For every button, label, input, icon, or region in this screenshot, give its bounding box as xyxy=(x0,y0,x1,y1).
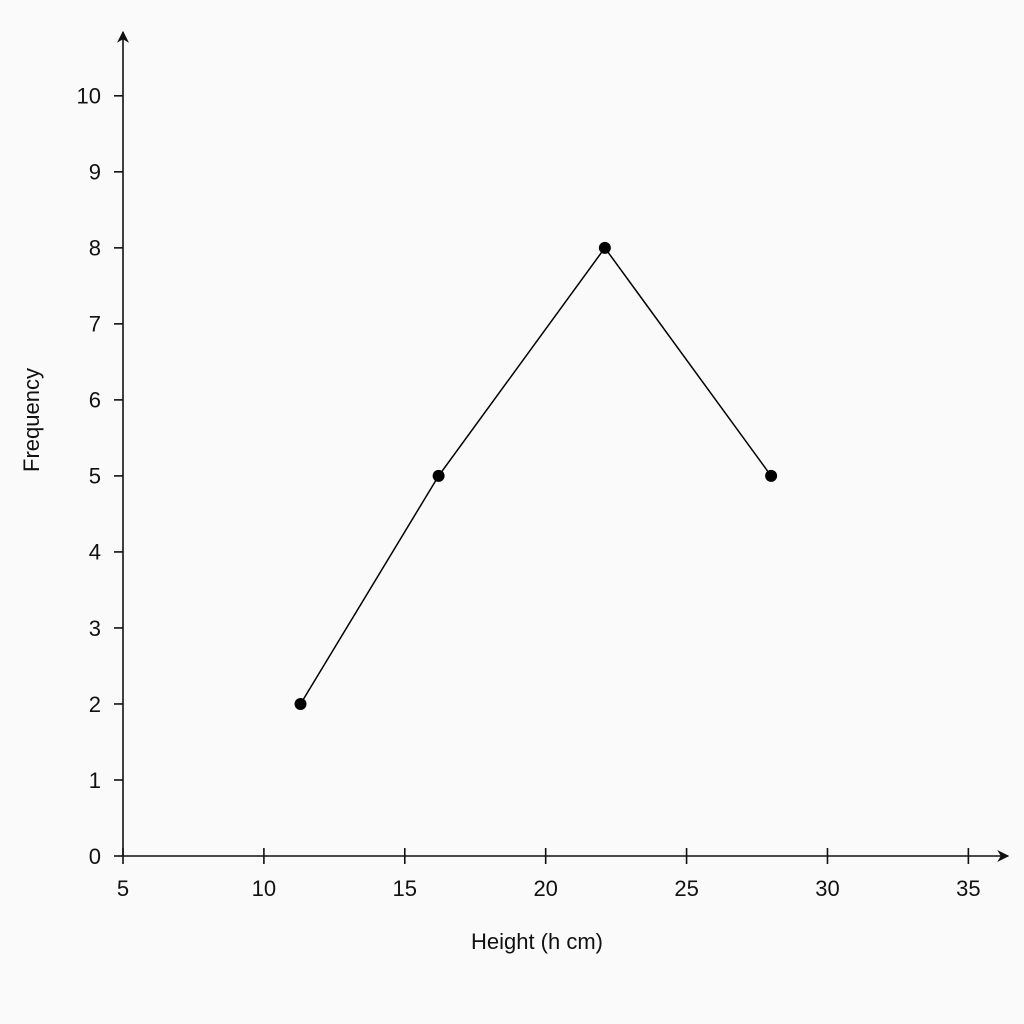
x-axis-label: Height (h cm) xyxy=(471,929,603,954)
x-tick-label: 5 xyxy=(117,876,129,901)
x-tick-label: 30 xyxy=(815,876,839,901)
y-tick-label: 7 xyxy=(89,312,101,337)
y-tick-label: 8 xyxy=(89,236,101,261)
y-axis-label: Frequency xyxy=(19,368,44,472)
x-tick-label: 25 xyxy=(674,876,698,901)
x-tick-label: 15 xyxy=(393,876,417,901)
x-tick-label: 20 xyxy=(533,876,557,901)
point xyxy=(294,697,307,710)
y-tick-label: 5 xyxy=(89,464,101,489)
x-tick-label: 35 xyxy=(956,876,980,901)
y-tick-label: 0 xyxy=(89,844,101,869)
point xyxy=(432,469,445,482)
point xyxy=(765,469,778,482)
y-tick-label: 9 xyxy=(89,160,101,185)
y-tick-label: 6 xyxy=(89,388,101,413)
line xyxy=(299,246,772,705)
y-tick-label: 10 xyxy=(77,84,101,109)
y-tick-label: 4 xyxy=(89,540,101,565)
y-tick-label: 1 xyxy=(89,768,101,793)
y-tick-label: 3 xyxy=(89,616,101,641)
y-tick-label: 2 xyxy=(89,692,101,717)
point xyxy=(598,241,611,254)
x-tick-label: 10 xyxy=(252,876,276,901)
